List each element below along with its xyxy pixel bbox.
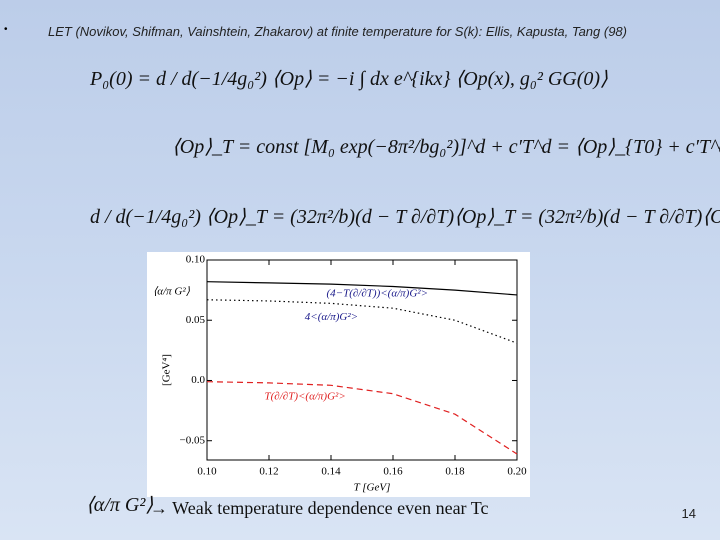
series-label: T(∂/∂T)<(α/π)G²> <box>265 390 346 402</box>
equation: d / d(−1/4g₀²) ⟨Op⟩_T = (32π²/b)(d − T ∂… <box>90 206 720 228</box>
equation: ⟨Op⟩_T = const [M₀ exp(−8π²/bg₀²)]^d + c… <box>172 136 720 158</box>
x-axis-label: T [GeV] <box>354 482 391 494</box>
plot-frame <box>206 259 518 461</box>
plot-background <box>147 252 530 497</box>
equation: P₀(0) = d / d(−1/4g₀²) ⟨Op⟩ = −i ∫ dx e^… <box>90 68 608 90</box>
x-tick-label: 0.20 <box>507 466 527 478</box>
series-label: (4−T(∂/∂T))<(α/π)G²> <box>327 288 429 300</box>
y-tick-label: 0.05 <box>186 314 206 326</box>
g2-symbol: ⟨α/π G²⟩ <box>86 494 154 516</box>
y-tick-label: −0.05 <box>180 434 206 446</box>
x-tick-label: 0.14 <box>321 466 341 478</box>
x-tick-label: 0.10 <box>197 466 217 478</box>
bullet-dot: • <box>4 24 8 35</box>
page-number: 14 <box>681 506 696 521</box>
chart: ⟨α/π G²⟩ 0.10 0.12 0.14 0.16 0.18 0.20 −0.05 0.… <box>147 252 530 497</box>
y-tick-label: 0.10 <box>186 254 206 266</box>
x-tick-label: 0.16 <box>383 466 403 478</box>
series-line <box>206 281 518 296</box>
y-axis-label: [GeV⁴] <box>161 354 173 386</box>
x-tick-label: 0.18 <box>445 466 465 478</box>
series-label: 4<(α/π)G²> <box>305 311 358 323</box>
bullet-text: LET (Novikov, Shifman, Vainshtein, Zhaka… <box>48 24 627 39</box>
series-line <box>206 381 518 455</box>
x-tick-label: 0.12 <box>259 466 278 478</box>
y-inset-label: ⟨α/π G²⟩ <box>153 286 191 298</box>
conclusion: → Weak temperature dependence even near … <box>150 498 489 518</box>
y-tick-label: 0.0 <box>191 374 205 386</box>
